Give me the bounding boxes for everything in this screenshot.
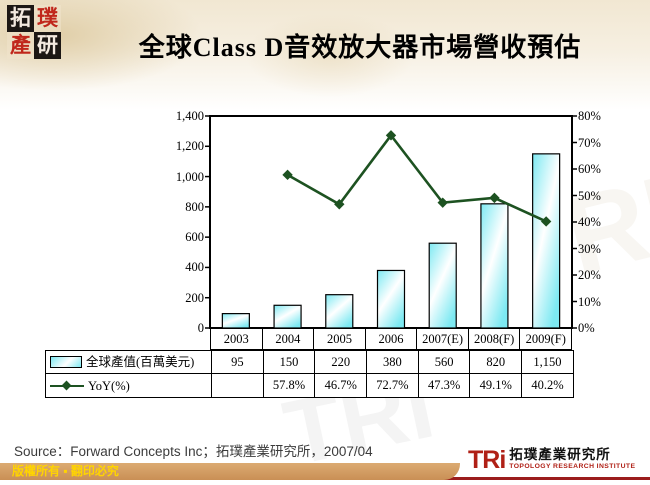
legend-label: YoY(%) (88, 378, 130, 393)
yoy-marker (385, 130, 397, 141)
data-table: 全球產值(百萬美元) 95 150 220 380 560 820 1,150 YoY(%) 57… (45, 350, 574, 398)
yoy-marker (334, 199, 345, 210)
table-row-label: 全球產值(百萬美元) (46, 351, 211, 374)
line-legend-swatch (50, 380, 84, 391)
year-cell: 2007(E) (416, 329, 468, 349)
y-axis-label: 600 (185, 230, 204, 245)
chart-canvas (205, 115, 577, 329)
tri-logo-mark: TRi (468, 446, 506, 474)
y2-axis-label: 80% (578, 109, 601, 123)
table-cell (211, 374, 263, 397)
table-cell: 1,150 (521, 351, 573, 374)
y-axis-label: 1,400 (175, 109, 204, 123)
y2-axis-label: 10% (578, 294, 601, 309)
bar-2008(F) (480, 203, 509, 329)
yoy-marker (437, 197, 448, 208)
revenue-chart (202, 112, 582, 341)
footer-bar: 版權所有 ▪ 翻印必究 (0, 463, 460, 480)
yoy-marker (489, 192, 500, 204)
seal-char: 產 (7, 32, 34, 59)
bar-2003 (221, 313, 250, 329)
year-cell: 2009(F) (519, 329, 571, 349)
y2-axis-label: 70% (578, 135, 601, 150)
table-cell: 95 (211, 351, 263, 374)
source-note: Source：Forward Concepts Inc；拓璞產業研究所，2007… (14, 444, 373, 459)
bar-2005 (325, 294, 354, 329)
yoy-marker (282, 169, 293, 181)
tri-logo-cn: 拓璞產業研究所 (509, 447, 611, 462)
table-cell: 150 (262, 351, 315, 374)
y2-axis-label: 40% (578, 215, 601, 229)
table-cell: 820 (469, 351, 522, 374)
seal-char: 璞 (34, 5, 61, 32)
y2-axis-label: 50% (578, 188, 601, 203)
tri-seal-logo: 拓 璞 產 研 (7, 5, 61, 59)
table-cell: 560 (417, 351, 470, 374)
table-row-label: YoY(%) (46, 374, 211, 397)
y-axis-label: 400 (185, 260, 204, 275)
background-band (0, 0, 650, 110)
year-cell: 2005 (313, 329, 365, 349)
table-cell: 220 (314, 351, 367, 374)
table-cell: 57.8% (262, 374, 315, 397)
year-cell: 2006 (364, 329, 417, 349)
tri-logo-en: TOPOLOGY RESEARCH INSTITUTE (509, 463, 636, 470)
y-axis-label: 800 (185, 199, 204, 214)
bar-2004 (273, 304, 302, 329)
y2-axis-label: 30% (578, 241, 601, 256)
bar-2009(F) (532, 153, 561, 329)
y-axis-label: 1,000 (175, 169, 204, 184)
bar-2006 (376, 269, 406, 329)
category-axis: 2003 2004 2005 2006 2007(E) 2008(F) 2009(F) (210, 328, 572, 350)
seal-char: 拓 (7, 5, 34, 32)
table-cell: 47.3% (417, 374, 470, 397)
table-cell: 72.7% (366, 374, 418, 397)
seal-char: 研 (34, 32, 61, 59)
year-cell: 2003 (223, 332, 249, 346)
legend-label: 全球產值(百萬美元) (86, 355, 195, 369)
y-axis-label: 200 (185, 290, 204, 305)
table-cell: 49.1% (469, 374, 521, 397)
table-cell: 40.2% (521, 374, 573, 397)
y-axis-label: 1,200 (175, 139, 204, 154)
page-title: 全球Class D音效放大器市場營收預估 (138, 33, 582, 62)
y2-axis-label: 0% (578, 321, 595, 335)
copyright-text: 版權所有 ▪ 翻印必究 (12, 464, 119, 478)
year-cell: 2008(F) (467, 329, 520, 349)
y2-axis-label: 20% (578, 268, 601, 282)
table-cell: 380 (366, 351, 418, 374)
bar-legend-swatch (50, 356, 82, 368)
yoy-line (286, 133, 547, 223)
bar-2007(E) (428, 242, 457, 329)
table-cell: 46.7% (314, 374, 366, 397)
tri-footer-logo: TRi 拓璞產業研究所 TOPOLOGY RESEARCH INSTITUTE (466, 446, 638, 474)
y-axis-label: 0 (197, 321, 204, 335)
y2-axis-label: 60% (578, 162, 601, 176)
year-cell: 2004 (261, 329, 314, 349)
